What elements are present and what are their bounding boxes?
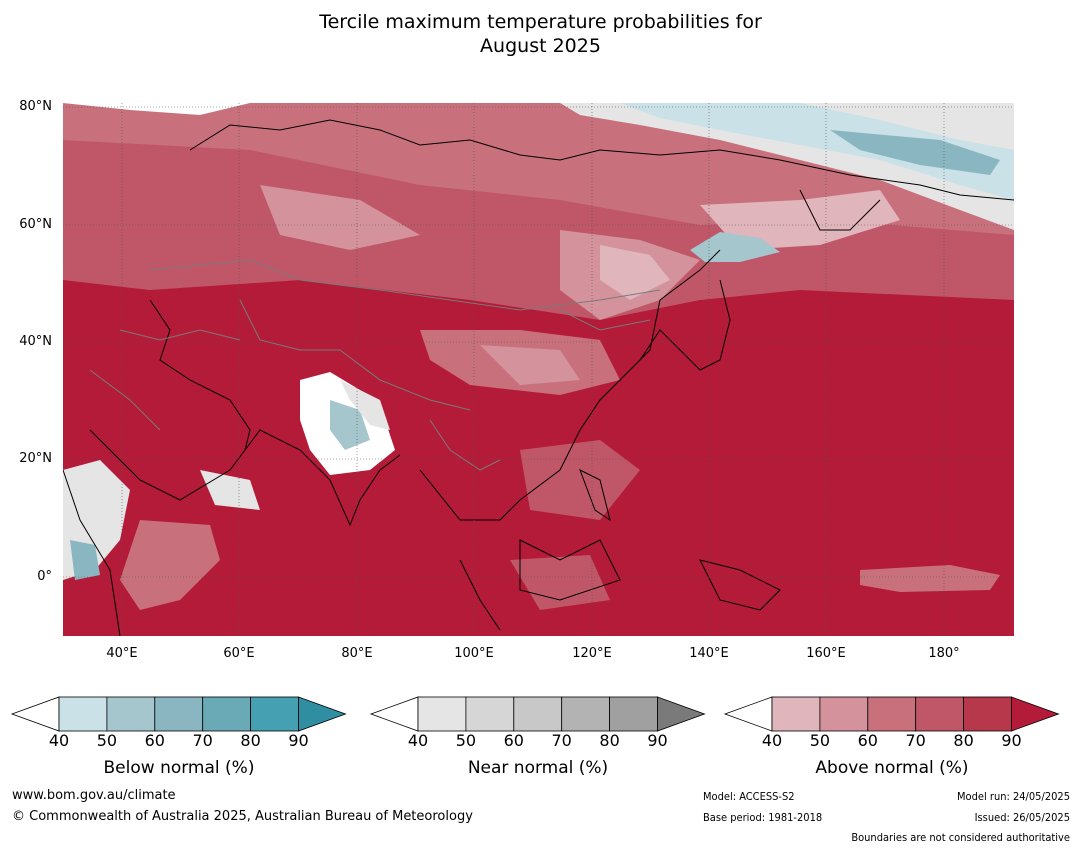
below-normal-region-east-africa — [70, 540, 100, 580]
map-figure — [63, 103, 1014, 636]
above-normal-40-region-mongolia — [600, 245, 670, 300]
legend-title-above-normal: Above normal (%) — [815, 758, 969, 778]
lat-label-0: 0° — [37, 569, 52, 584]
map-title-line2: August 2025 — [480, 35, 601, 57]
colorbar-2 — [723, 696, 1060, 732]
lat-label-60n: 60°N — [19, 217, 52, 232]
colorbar-segment — [771, 696, 821, 732]
above-normal-70-region-southeast-asia — [520, 440, 640, 520]
colorbar-segment — [867, 696, 917, 732]
colorbar-tick-label: 50 — [96, 731, 118, 750]
issued-date: Issued: 26/05/2025 — [974, 811, 1070, 824]
colorbar-tick-label: 40 — [761, 731, 783, 750]
colorbar-segment — [250, 696, 299, 732]
lon-label-80e: 80°E — [341, 646, 373, 661]
lat-label-40n: 40°N — [19, 334, 52, 349]
lon-label-140e: 140°E — [689, 646, 729, 661]
below-normal-region-okhotsk — [690, 232, 780, 262]
above-normal-70-region-maritime-continent — [510, 555, 610, 610]
colorbar-tick-label: 70 — [905, 731, 926, 750]
above-normal-50-region-siberia — [260, 185, 420, 250]
colorbar-tick-label: 60 — [503, 731, 524, 750]
colorbar-tick-label: 50 — [809, 731, 831, 750]
legend-title-below-normal: Below normal (%) — [103, 758, 255, 778]
colorbar-under-triangle — [10, 696, 60, 732]
legend-title-near-normal: Near normal (%) — [467, 758, 609, 778]
model-name: Model: ACCESS-S2 — [703, 790, 795, 803]
map-title-line1: Tercile maximum temperature probabilitie… — [319, 11, 762, 33]
colorbar-segment — [915, 696, 965, 732]
colorbar-tick-label: 90 — [647, 731, 668, 750]
colorbar-under-triangle — [369, 696, 419, 732]
lon-label-160e: 160°E — [806, 646, 846, 661]
below-normal-60-region-arctic — [830, 130, 1000, 175]
colorbar-segment — [417, 696, 467, 732]
colorbar-segment — [609, 696, 658, 732]
above-normal-60-region-west-indian-ocean — [120, 520, 220, 610]
colorbar-tick-label: 90 — [288, 731, 309, 750]
lon-label-100e: 100°E — [454, 646, 494, 661]
base-period: Base period: 1981-2018 — [703, 811, 823, 824]
above-normal-40-region-east-siberia — [700, 190, 900, 250]
colorbar-segment — [819, 696, 869, 732]
colorbar-tick-label: 50 — [455, 731, 477, 750]
copyright-text: © Commonwealth of Australia 2025, Austra… — [12, 809, 473, 824]
colorbar-segment — [202, 696, 251, 732]
colorbar-segment — [963, 696, 1012, 732]
colorbar-under-triangle — [723, 696, 773, 732]
below-normal-region-arctic — [620, 103, 1014, 200]
colorbar-segment — [154, 696, 204, 732]
website-link[interactable]: www.bom.gov.au/climate — [12, 788, 176, 803]
colorbar-0 — [10, 696, 347, 732]
lon-label-180: 180° — [928, 646, 960, 661]
colorbar-tick-label: 80 — [599, 731, 620, 750]
colorbar-segment — [513, 696, 563, 732]
country-borders — [89, 259, 661, 471]
lat-label-20n: 20°N — [19, 451, 52, 466]
boundaries-disclaimer: Boundaries are not considered authoritat… — [851, 831, 1070, 844]
colorbar-tick-label: 70 — [192, 731, 213, 750]
map-field — [63, 103, 1014, 636]
colorbar-tick-label: 60 — [144, 731, 165, 750]
above-normal-60-region-pacific — [860, 565, 1000, 592]
colorbar-segment — [58, 696, 108, 732]
model-run-date: Model run: 24/05/2025 — [957, 790, 1070, 803]
coastlines — [63, 119, 1014, 636]
colorbar-over-triangle — [298, 696, 347, 732]
colorbar-over-triangle — [1011, 696, 1060, 732]
colorbar-tick-label: 90 — [1001, 731, 1022, 750]
near-normal-region-gulf-of-aden — [200, 470, 260, 510]
lat-label-80n: 80°N — [19, 99, 52, 114]
lon-label-40e: 40°E — [106, 646, 138, 661]
colorbar-segment — [561, 696, 611, 732]
colorbar-tick-label: 70 — [551, 731, 572, 750]
lon-label-60e: 60°E — [223, 646, 255, 661]
colorbar-segment — [465, 696, 515, 732]
no-dominant-region-north — [63, 103, 250, 115]
colorbar-tick-label: 40 — [407, 731, 429, 750]
legend-colorbars — [10, 696, 1060, 732]
graticule — [63, 103, 1014, 636]
lon-label-120e: 120°E — [572, 646, 612, 661]
colorbar-tick-label: 80 — [240, 731, 261, 750]
above-normal-50-region-tibet — [480, 345, 580, 385]
colorbar-tick-label: 80 — [953, 731, 974, 750]
colorbar-tick-label: 60 — [857, 731, 878, 750]
near-normal-region-india — [340, 380, 390, 430]
colorbar-over-triangle — [657, 696, 706, 732]
colorbar-1 — [369, 696, 706, 732]
colorbar-segment — [106, 696, 156, 732]
colorbar-tick-label: 40 — [48, 731, 70, 750]
